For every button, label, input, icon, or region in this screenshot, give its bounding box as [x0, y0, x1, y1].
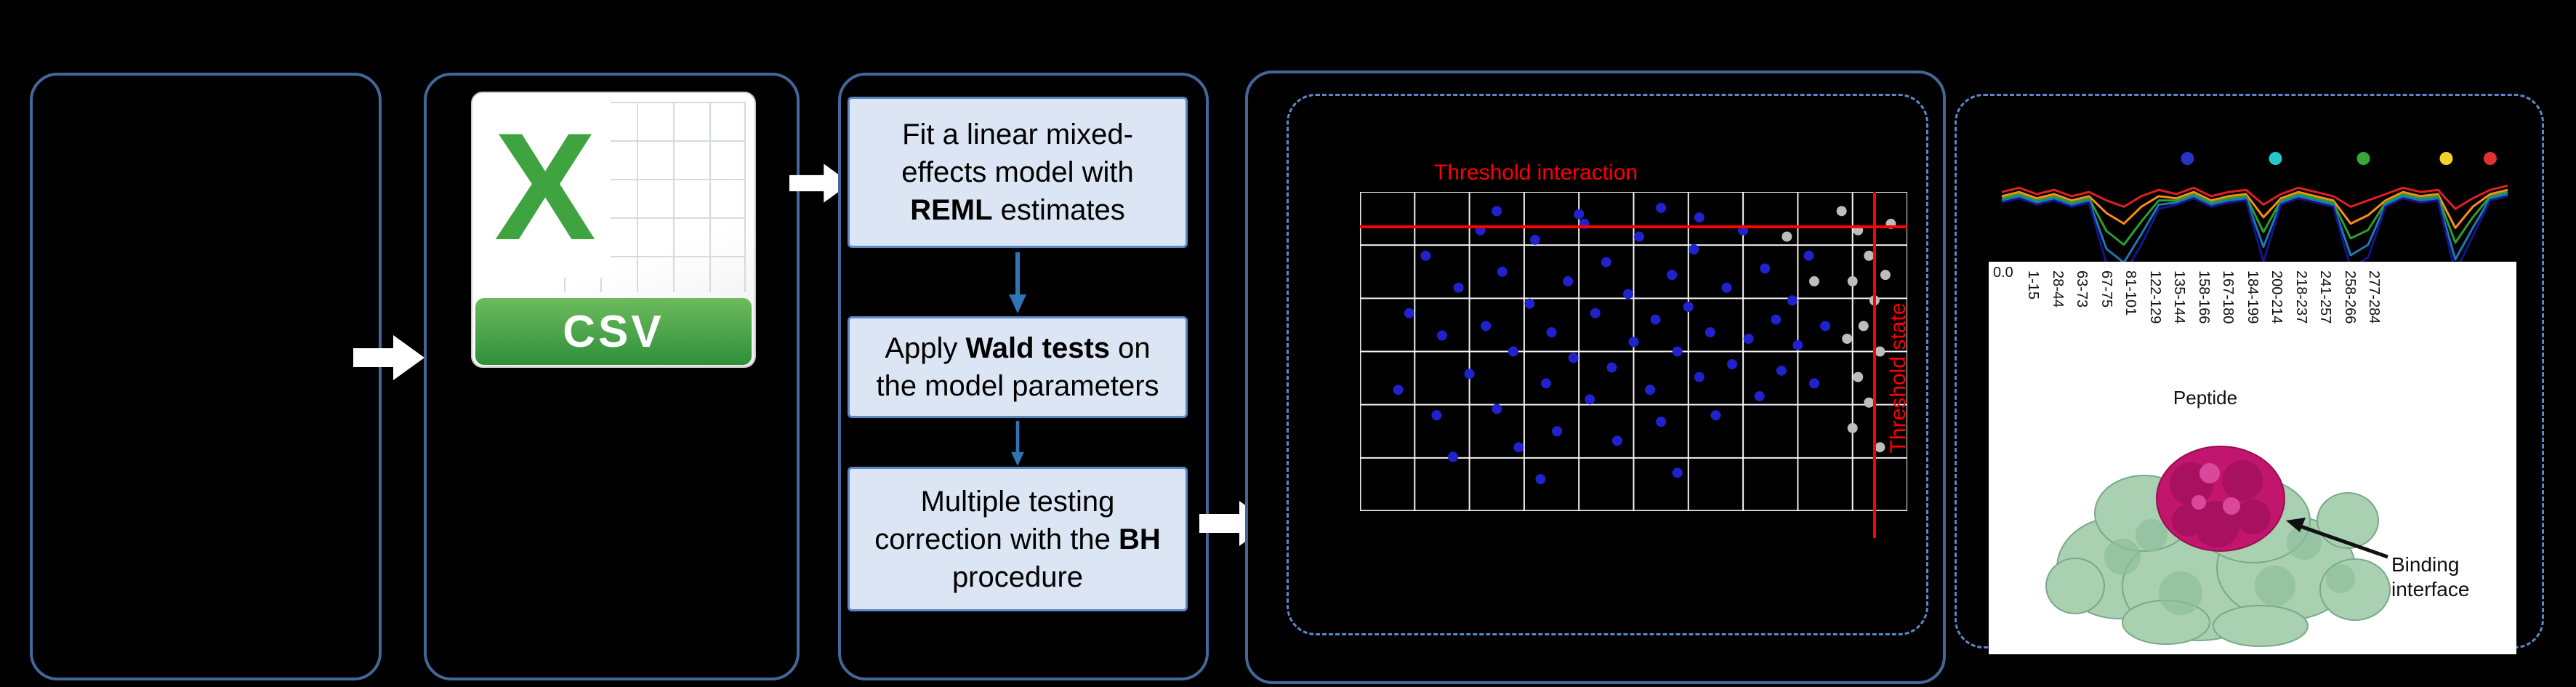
step-box-wald-text: Apply Wald tests on the model parameters — [861, 329, 1174, 405]
red-line — [2001, 184, 2508, 210]
y-axis-tick-label: 0.0 — [1993, 265, 2013, 281]
scatter-points-gray — [1782, 206, 1896, 453]
condition-dot — [2483, 152, 2497, 165]
peptide-tick-label: 218-237 — [2293, 270, 2309, 324]
condition-dot — [2356, 152, 2370, 165]
scatter-plot — [1360, 192, 1907, 511]
peptide-tick-label: 63-73 — [2074, 270, 2090, 308]
peptide-tick-label: 158-166 — [2195, 270, 2212, 324]
step-box-reml-text: Fit a linear mixed-effects model with RE… — [861, 116, 1174, 229]
threshold-vertical-line — [1873, 192, 1876, 538]
binding-arrow — [2286, 518, 2388, 559]
step-text: estimates — [992, 194, 1125, 226]
excel-x-letter: X — [480, 96, 611, 278]
orange-line — [2001, 188, 2508, 229]
peptide-tick-label: 258-266 — [2341, 270, 2358, 324]
uptake-chart — [2001, 152, 2508, 276]
condition-dot — [2269, 152, 2282, 165]
peptide-tick-label: 135-144 — [2171, 270, 2187, 324]
green-line — [2001, 190, 2508, 246]
peptide-axis-ticks: 1-15 28-44 63-73 67-75 81-101 122-129 135-144 1… — [1989, 266, 2516, 390]
step-text: Apply — [885, 332, 966, 364]
csv-banner: CSV — [475, 298, 752, 365]
binding-interface-region — [2156, 446, 2285, 552]
step-box-bh: Multiple testing correction with the BH … — [848, 467, 1188, 611]
peptide-tick-label: 277-284 — [2366, 270, 2382, 324]
threshold-horizontal-line — [1360, 225, 1907, 228]
peptide-tick-label: 122-129 — [2146, 270, 2163, 324]
csv-file-icon: X CSV — [471, 92, 756, 368]
uptake-lines — [2001, 184, 2508, 276]
condition-dots — [2181, 152, 2497, 165]
condition-dot — [2439, 152, 2453, 165]
step-box-bh-text: Multiple testing correction with the BH … — [861, 483, 1174, 596]
step-text-bold: REML — [910, 194, 993, 226]
peptide-tick-label: 28-44 — [2049, 270, 2066, 308]
output-panel — [1245, 71, 1946, 684]
scatter-grid — [1360, 192, 1907, 511]
step-box-reml: Fit a linear mixed-effects model with RE… — [848, 97, 1188, 248]
input-panel — [30, 73, 382, 680]
step-text: on the model parameters — [876, 332, 1159, 402]
threshold-interaction-label: Threshold interaction — [1433, 161, 1638, 185]
step-box-wald: Apply Wald tests on the model parameters — [848, 316, 1188, 418]
csv-banner-label: CSV — [563, 306, 664, 357]
navy-line — [2001, 195, 2508, 276]
peptide-tick-label: 67-75 — [2098, 270, 2114, 308]
step-down-arrow-1 — [1009, 252, 1026, 313]
step-text: procedure — [951, 561, 1084, 593]
peptide-tick-label: 81-101 — [2122, 270, 2138, 316]
step-text-bold: BH — [1118, 523, 1161, 555]
flow-arrow-2 — [789, 164, 851, 203]
blue-line — [2001, 193, 2508, 264]
peptide-axis-label: Peptide — [2173, 387, 2238, 409]
step-text: Fit a linear mixed-effects model with — [901, 118, 1134, 188]
peptide-tick-label: 1-15 — [2025, 270, 2041, 300]
peptide-tick-label: 167-180 — [2220, 270, 2236, 324]
flow-arrow-1 — [353, 335, 424, 380]
output-dashed-border — [1287, 94, 1928, 635]
peptide-tick-label: 184-199 — [2244, 270, 2261, 324]
protein-structure — [2045, 446, 2391, 647]
step-text-bold: Wald tests — [965, 332, 1111, 364]
binding-interface-label: Binding interface — [2391, 553, 2470, 600]
step-text: Multiple testing correction with the — [874, 485, 1119, 555]
step-down-arrow-2 — [1011, 421, 1024, 466]
condition-dot — [2181, 152, 2194, 165]
threshold-state-label: Threshold state — [1886, 302, 1910, 454]
peptide-tick-label: 200-214 — [2269, 270, 2285, 324]
peptide-tick-label: 241-257 — [2317, 270, 2333, 324]
